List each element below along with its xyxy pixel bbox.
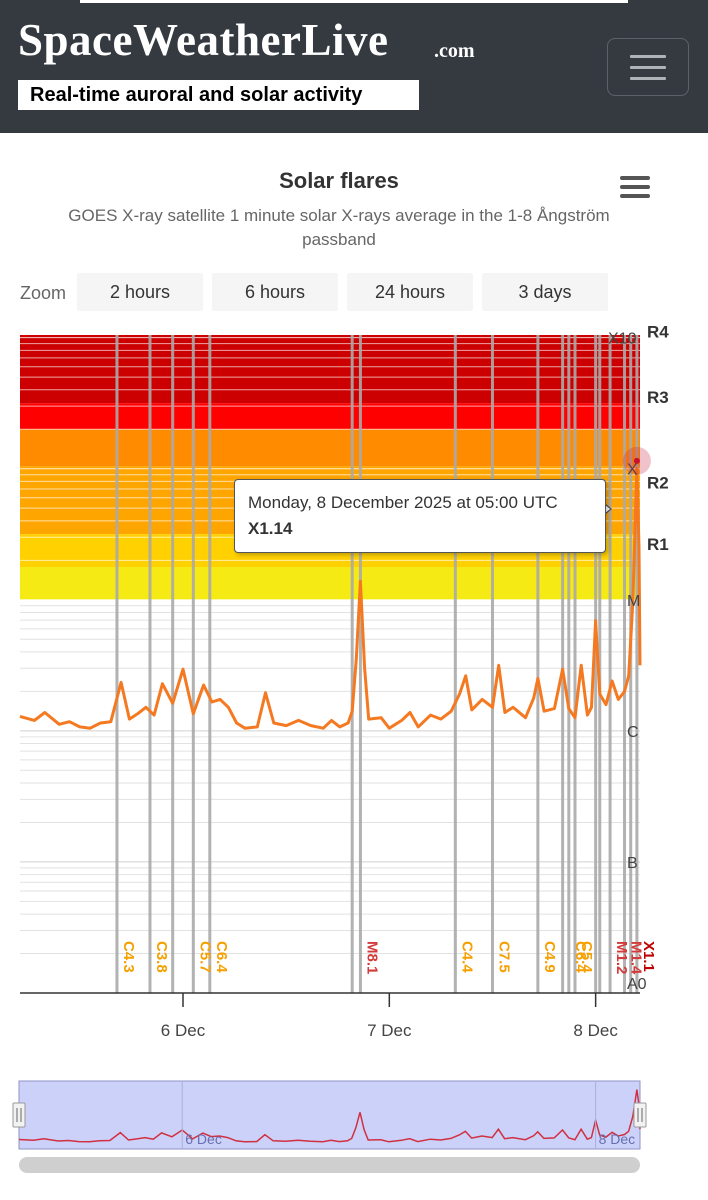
class-label: X: [627, 462, 638, 479]
flare-label: M8.1: [363, 941, 380, 974]
nav-menu-button[interactable]: [607, 38, 689, 96]
navigator-panel: 6 Dec 8 Dec: [12, 1080, 647, 1173]
site-logo-suffix: .com: [434, 40, 475, 62]
navigator-handle[interactable]: [12, 1102, 26, 1128]
chart-title: Solar flares: [279, 168, 399, 193]
navigator-label: 6 Dec: [185, 1131, 222, 1147]
flare-label: C6.4: [572, 941, 589, 973]
top-divider: [80, 0, 628, 3]
x-tick-label: 7 Dec: [367, 1021, 412, 1040]
flare-label: C4.9: [541, 941, 558, 973]
class-label: C: [627, 724, 639, 741]
r-scale-label: R2: [647, 473, 669, 492]
flare-label: C5.4: [578, 941, 595, 973]
flare-label: C4.3: [120, 941, 137, 973]
x-high-band: [20, 335, 640, 404]
flare-label: C6.4: [213, 941, 230, 973]
xray-flux-line[interactable]: [19, 467, 642, 730]
site-tagline: Real-time auroral and solar activity: [18, 80, 419, 110]
navigator-scrollbar[interactable]: [19, 1157, 640, 1173]
flare-label: C4.4: [458, 941, 475, 973]
class-label: A0: [627, 976, 647, 993]
tooltip-value: X1.14: [248, 519, 293, 538]
hover-dot: [633, 457, 640, 464]
navigator-line: [18, 1089, 641, 1143]
flare-label: C3.8: [153, 941, 170, 973]
solar-flare-chart[interactable]: X10XMCBA0 R5R4R3R2R1 C4.3C3.8C5.7C6.4M8.…: [0, 320, 708, 1180]
flare-label: C7.5: [495, 941, 512, 973]
tooltip-date: Monday, 8 December 2025 at 05:00 UTC: [248, 493, 558, 512]
class-label: M: [627, 593, 640, 610]
flare-label: M1.2: [613, 941, 630, 974]
flare-label: X1.1: [640, 941, 657, 972]
m-band: [20, 567, 640, 600]
r-scale-labels: R5R4R3R2R1: [647, 323, 669, 554]
zoom-6-hours-button[interactable]: 6 hours: [212, 273, 338, 311]
x-axis: 6 Dec 7 Dec 8 Dec: [20, 992, 640, 1040]
chart-subtitle: GOES X-ray satellite 1 minute solar X-ra…: [68, 206, 610, 249]
flare-labels: C4.3 C3.8 C5.7 C6.4 M8.1 C4.4 C7.5 C4.9 C6.4C5.4…: [120, 941, 657, 975]
chart-context-menu-button[interactable]: [620, 176, 650, 200]
navigator-label: 8 Dec: [599, 1131, 636, 1147]
r-scale-label: R1: [647, 535, 669, 554]
site-logo[interactable]: SpaceWeatherLive: [18, 15, 389, 65]
zoom-label: Zoom: [20, 283, 67, 303]
r-scale-label: R3: [647, 388, 669, 407]
x-tick-label: 8 Dec: [573, 1021, 618, 1040]
x-band: [20, 429, 640, 467]
r-scale-label: R4: [647, 323, 669, 342]
class-label: X10: [608, 331, 637, 348]
zoom-24-hours-button[interactable]: 24 hours: [347, 273, 473, 311]
class-label: B: [627, 855, 638, 872]
navigator-window[interactable]: [18, 1080, 641, 1150]
flare-label: C5.7: [196, 941, 213, 973]
chart-tooltip: Monday, 8 December 2025 at 05:00 UTC X1.…: [234, 479, 606, 553]
x10-band: [20, 403, 640, 430]
zoom-2-hours-button[interactable]: 2 hours: [77, 273, 203, 311]
flare-label: M1.4: [628, 941, 645, 975]
navigator-handle[interactable]: [633, 1102, 647, 1128]
site-header: SpaceWeatherLive .com Real-time auroral …: [0, 0, 708, 133]
x-tick-label: 6 Dec: [161, 1021, 206, 1040]
class-axis-labels: X10 X M C B A0: [608, 331, 647, 993]
zoom-3-days-button[interactable]: 3 days: [482, 273, 608, 311]
